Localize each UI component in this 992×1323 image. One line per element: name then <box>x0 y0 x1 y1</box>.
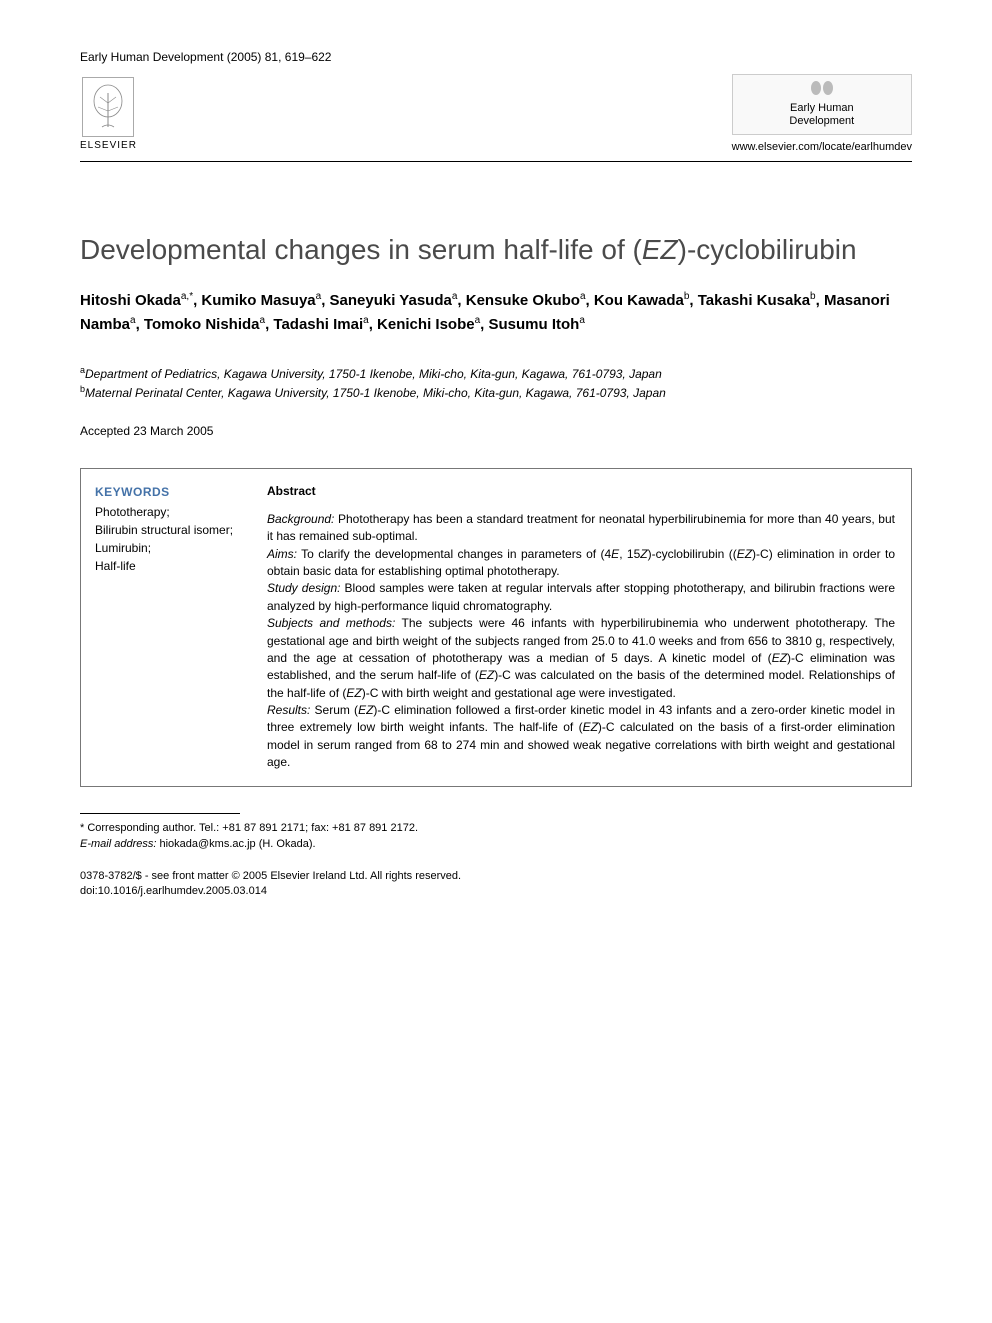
keyword-item: Lumirubin; <box>95 539 247 557</box>
email-line: E-mail address: hiokada@kms.ac.jp (H. Ok… <box>80 836 912 853</box>
keyword-item: Bilirubin structural isomer; <box>95 521 247 539</box>
email-value: hiokada@kms.ac.jp (H. Okada). <box>156 838 315 850</box>
abstract-column: Abstract Background: Phototherapy has be… <box>261 469 911 785</box>
title-post: )-cyclobilirubin <box>678 234 857 265</box>
keyword-item: Phototherapy; <box>95 503 247 521</box>
abstract-design: Study design: Blood samples were taken a… <box>267 580 895 615</box>
abstract-results: Results: Serum (EZ)-C elimination follow… <box>267 702 895 772</box>
design-text: Blood samples were taken at regular inte… <box>267 581 895 612</box>
elsevier-tree-icon <box>82 77 134 137</box>
background-text: Phototherapy has been a standard treatme… <box>267 512 895 543</box>
abstract-aims: Aims: To clarify the developmental chang… <box>267 546 895 581</box>
keywords-heading: KEYWORDS <box>95 483 247 501</box>
copyright-block: 0378-3782/$ - see front matter © 2005 El… <box>80 869 912 900</box>
background-label: Background: <box>267 512 334 526</box>
abstract-box: KEYWORDS Phototherapy; Bilirubin structu… <box>80 468 912 786</box>
tree-svg-icon <box>88 83 128 131</box>
results-label: Results: <box>267 703 310 717</box>
affiliations: aDepartment of Pediatrics, Kagawa Univer… <box>80 364 912 402</box>
abstract-subjects: Subjects and methods: The subjects were … <box>267 615 895 702</box>
doi-line: doi:10.1016/j.earlhumdev.2005.03.014 <box>80 884 912 899</box>
abstract-background: Background: Phototherapy has been a stan… <box>267 511 895 546</box>
brain-icon <box>808 81 836 99</box>
journal-reference: Early Human Development (2005) 81, 619–6… <box>80 50 331 64</box>
footnote-divider <box>80 813 240 814</box>
aims-label: Aims: <box>267 547 297 561</box>
journal-badge-line1: Early Human <box>743 102 901 115</box>
journal-badge-line2: Development <box>743 115 901 128</box>
logos-row: ELSEVIER Early Human Development www.els… <box>80 74 912 153</box>
affiliation-a-text: Department of Pediatrics, Kagawa Univers… <box>85 367 662 381</box>
journal-badge-wrap: Early Human Development www.elsevier.com… <box>732 74 912 153</box>
article-title: Developmental changes in serum half-life… <box>80 232 912 267</box>
keywords-column: KEYWORDS Phototherapy; Bilirubin structu… <box>81 469 261 785</box>
authors-list: Hitoshi Okadaa,*, Kumiko Masuyaa, Saneyu… <box>80 289 912 336</box>
journal-badge: Early Human Development <box>732 74 912 135</box>
title-ez: EZ <box>642 234 678 265</box>
header-divider <box>80 161 912 162</box>
journal-url: www.elsevier.com/locate/earlhumdev <box>732 141 912 153</box>
results-text: Serum (EZ)-C elimination followed a firs… <box>267 703 895 769</box>
footnotes: * Corresponding author. Tel.: +81 87 891… <box>80 820 912 853</box>
subjects-label: Subjects and methods: <box>267 616 395 630</box>
design-label: Study design: <box>267 581 340 595</box>
aims-text: To clarify the developmental changes in … <box>267 547 895 578</box>
affiliation-b-text: Maternal Perinatal Center, Kagawa Univer… <box>85 386 666 400</box>
elsevier-logo: ELSEVIER <box>80 77 137 151</box>
title-pre: Developmental changes in serum half-life… <box>80 234 642 265</box>
affiliation-a: aDepartment of Pediatrics, Kagawa Univer… <box>80 364 912 383</box>
corresponding-author: * Corresponding author. Tel.: +81 87 891… <box>80 820 912 837</box>
abstract-heading: Abstract <box>267 483 895 500</box>
email-label: E-mail address: <box>80 838 156 850</box>
keyword-item: Half-life <box>95 557 247 575</box>
accepted-date: Accepted 23 March 2005 <box>80 424 912 438</box>
header-row: Early Human Development (2005) 81, 619–6… <box>80 50 912 64</box>
affiliation-b: bMaternal Perinatal Center, Kagawa Unive… <box>80 383 912 402</box>
copyright-line1: 0378-3782/$ - see front matter © 2005 El… <box>80 869 912 884</box>
elsevier-text: ELSEVIER <box>80 140 137 151</box>
